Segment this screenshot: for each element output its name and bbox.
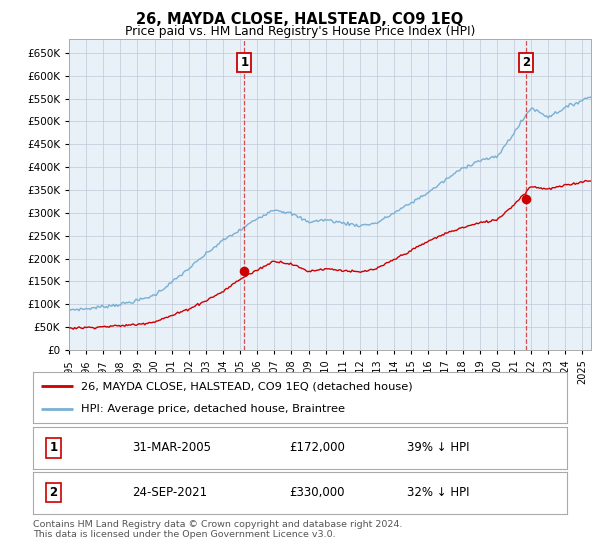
Point	[239, 267, 249, 276]
Text: 2: 2	[523, 57, 530, 69]
Text: 32% ↓ HPI: 32% ↓ HPI	[407, 486, 469, 499]
Text: 39% ↓ HPI: 39% ↓ HPI	[407, 441, 469, 454]
Text: £330,000: £330,000	[289, 486, 345, 499]
Text: HPI: Average price, detached house, Braintree: HPI: Average price, detached house, Brai…	[81, 404, 345, 414]
Text: 2: 2	[49, 486, 58, 499]
Text: 26, MAYDA CLOSE, HALSTEAD, CO9 1EQ: 26, MAYDA CLOSE, HALSTEAD, CO9 1EQ	[136, 12, 464, 27]
Text: 24-SEP-2021: 24-SEP-2021	[132, 486, 207, 499]
Text: Contains HM Land Registry data © Crown copyright and database right 2024.
This d: Contains HM Land Registry data © Crown c…	[33, 520, 403, 539]
Text: 1: 1	[49, 441, 58, 454]
Point	[521, 195, 531, 204]
Text: 1: 1	[241, 57, 248, 69]
Text: £172,000: £172,000	[289, 441, 345, 454]
Text: Price paid vs. HM Land Registry's House Price Index (HPI): Price paid vs. HM Land Registry's House …	[125, 25, 475, 38]
Text: 26, MAYDA CLOSE, HALSTEAD, CO9 1EQ (detached house): 26, MAYDA CLOSE, HALSTEAD, CO9 1EQ (deta…	[81, 381, 413, 391]
Text: 31-MAR-2005: 31-MAR-2005	[132, 441, 211, 454]
